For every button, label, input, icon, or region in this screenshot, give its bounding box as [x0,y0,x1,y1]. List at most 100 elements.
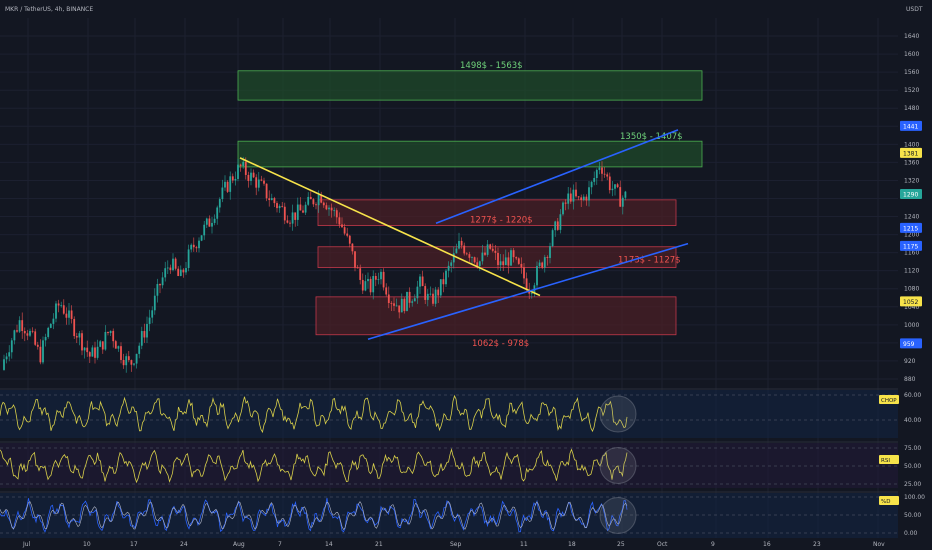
candle-body [447,265,450,271]
candle-body [380,271,382,280]
candle-body [34,331,37,345]
candle-body [382,271,385,288]
candle-body [65,313,68,318]
candle-body [582,196,585,201]
candle-body [296,204,299,220]
candle-body [458,240,460,249]
price-tick-label: 1360 [904,159,919,166]
candle-body [203,224,206,236]
candle-body [146,323,148,338]
candle-body [302,210,304,213]
candle-body [504,257,507,266]
candle-body [21,320,24,332]
zone-label: 1498$ - 1563$ [460,61,523,71]
candle-body [619,187,622,207]
candle-body [226,181,229,192]
candle-body [460,240,463,246]
indicator-pane [0,493,898,538]
candle-body [393,303,395,306]
candle-body [237,164,239,179]
candle-body [47,327,50,337]
candle-body [546,257,549,258]
oscillator-signal-line [0,500,628,531]
candle-body [556,221,559,230]
candle-body [471,257,473,258]
candle-body [476,262,479,267]
candle-body [5,356,8,360]
time-tick-label: 11 [520,541,528,548]
candle-body [559,214,562,230]
candle-body [73,318,76,337]
indicator-level-label: 25.00 [904,481,921,488]
candle-body [478,261,481,267]
candle-body [390,303,393,304]
candle-body [294,212,297,220]
price-badge-label: 1052 [903,299,918,306]
candle-body [377,279,380,281]
candle-body [101,341,104,350]
price-zone [317,246,677,268]
price-tick-label: 1560 [904,69,919,76]
candle-body [200,235,203,241]
price-badge-label: 1441 [903,123,918,130]
candle-body [320,194,323,203]
candle-body [86,347,89,353]
candle-body [91,347,94,357]
candle-body [463,245,466,254]
candle-body [374,275,377,280]
candle-body [224,181,226,188]
candle-body [426,293,429,300]
candle-body [255,177,258,188]
time-tick-label: Jul [22,541,31,548]
candle-body [260,179,263,181]
price-zone [237,70,703,101]
candle-body [195,247,198,249]
indicator-badge [879,455,899,464]
zone-label: 1173$ - 1127$ [618,256,681,266]
candle-body [44,336,47,341]
candle-body [26,333,29,336]
candle-body [416,286,419,299]
candle-body [57,303,60,306]
candle-body [151,310,154,318]
price-tick-label: 1120 [904,268,919,275]
price-tick-label: 1640 [904,33,919,40]
candle-body [543,257,546,268]
indicator-badge-label: CHOP [881,398,897,404]
price-tick-label: 920 [904,358,916,365]
candle-body [481,252,484,262]
price-zone [315,296,677,336]
candle-body [273,198,276,204]
candle-body [192,244,195,248]
time-tick-label: 18 [568,541,576,548]
price-badge [900,147,922,158]
indicator-badge-label: %D [881,499,890,505]
candle-body [517,258,520,264]
candle-body [257,179,260,188]
price-tick-label: 1240 [904,214,919,221]
candle-body [244,161,247,175]
candle-body [78,333,81,338]
candle-body [270,198,273,201]
price-tick-label: 1400 [904,141,919,148]
candle-body [148,317,151,324]
candle-body [242,161,245,166]
candle-body [143,331,146,338]
candle-body [603,173,606,175]
candle-body [411,301,414,303]
candle-body [356,267,359,269]
candle-body [322,202,325,206]
candle-body [595,169,598,179]
candle-body [122,359,125,366]
symbol-title: MKR / TetherUS, 4h, BINANCE [5,6,93,13]
candle-body [564,202,567,204]
candle-body [359,268,362,280]
candle-body [403,298,406,312]
candle-body [351,243,354,252]
candle-body [569,193,572,202]
candle-body [31,330,34,332]
time-tick-label: 23 [813,541,821,548]
candle-body [450,262,453,266]
candle-body [499,261,502,266]
